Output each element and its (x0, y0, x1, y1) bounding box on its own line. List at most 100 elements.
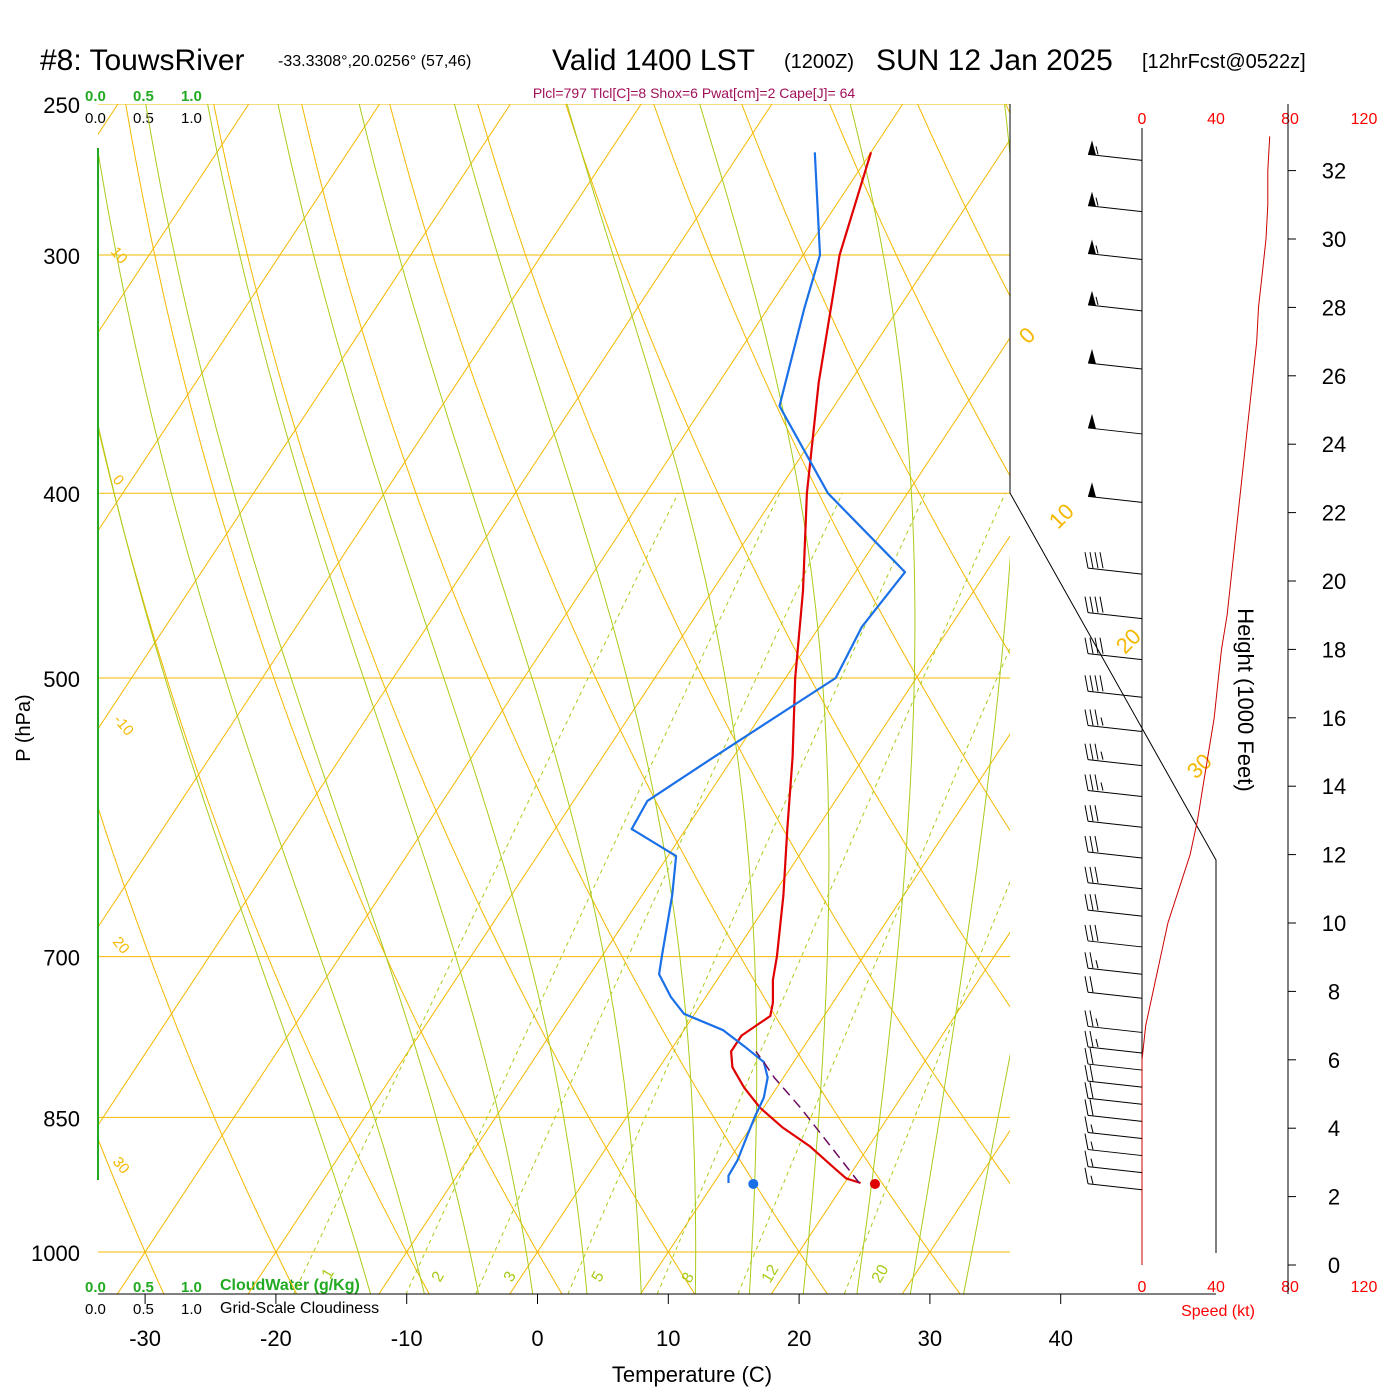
wind-barb-staff (1087, 1114, 1143, 1122)
wind-barb-staff (1087, 909, 1143, 917)
isotherm--80 (98, 104, 250, 334)
moist-adiabat-20 (566, 104, 758, 1294)
height-tick-label: 4 (1328, 1116, 1340, 1141)
height-tick-label: 6 (1328, 1048, 1340, 1073)
height-tick-label: 18 (1322, 637, 1346, 662)
dry-adiabat-40 (477, 104, 1010, 1185)
wind-barb-half-feather (1090, 1141, 1094, 1150)
wind-barb-pennant (1088, 290, 1096, 306)
cloud-scale-bottom-black-2: 1.0 (181, 1301, 202, 1318)
cloud-scale-top-green-2: 1.0 (181, 88, 202, 105)
wind-barb-half-feather (1095, 296, 1099, 305)
mixing-ratio-5 (567, 492, 926, 1294)
wind-barb-feather (1094, 894, 1099, 911)
wind-barb-feather (1084, 637, 1089, 654)
dry-adiabat-70 (741, 104, 1010, 655)
x-tick-label: -20 (260, 1326, 292, 1351)
wind-barb (1084, 1167, 1143, 1191)
wind-barb-feather (1094, 743, 1099, 760)
wind-barb-feather (1094, 596, 1099, 613)
x-tick-label: 30 (918, 1326, 942, 1351)
station-name: #8: TouwsRiver (40, 44, 245, 77)
wind-barb-half-feather (1095, 1038, 1099, 1048)
wind-barb (1084, 976, 1143, 999)
cloud-scale-bottom-green-0: 0.0 (85, 1279, 106, 1296)
mixing-ratio-label: 5 (589, 1269, 608, 1285)
wind-barb-feather (1094, 675, 1099, 692)
height-tick-label: 10 (1322, 911, 1346, 936)
wind-barb (1084, 1150, 1143, 1174)
wind-barb-feather (1094, 835, 1099, 853)
wind-barb-feather (1094, 924, 1099, 942)
height-tick-label: 2 (1328, 1185, 1340, 1210)
wind-barb-feather (1084, 774, 1089, 791)
isotherm--60 (98, 104, 511, 730)
wind-barb (1084, 1082, 1143, 1105)
wind-barb (1084, 1116, 1143, 1139)
y-axis-label: P (hPa) (13, 694, 35, 761)
wind-speed-profile (1141, 136, 1271, 1265)
wind-barb-pennant (1088, 349, 1096, 364)
speed-tick-top: 120 (1351, 111, 1378, 128)
sounding-indices: Plcl=797 Tlcl[C]=8 Shox=6 Pwat[cm]=2 Cap… (533, 85, 856, 101)
wind-barb-staff (1087, 1183, 1143, 1191)
isotherm-label: 20 (109, 934, 133, 958)
height-tick-label: 28 (1322, 295, 1346, 320)
wind-barb-staff (1087, 759, 1143, 767)
wind-barb-feather (1094, 709, 1099, 726)
x-tick-label: -30 (129, 1326, 161, 1351)
isotherm-label: 10 (107, 244, 131, 268)
wind-barb-feather (1094, 866, 1099, 883)
dry-adiabat-label: 20 (1111, 624, 1146, 659)
isotherm--20 (247, 138, 1010, 1294)
wind-barb (1084, 675, 1143, 698)
wind-barb-feather (1089, 637, 1094, 654)
mixing-ratio-20 (843, 880, 1010, 1294)
wind-barb-feather (1094, 552, 1099, 569)
wind-barb-feather (1084, 1010, 1089, 1027)
cloud-scale-top-black-0: 0.0 (85, 110, 106, 127)
wind-barb-half-feather (1095, 146, 1099, 155)
valid-date: SUN 12 Jan 2025 (876, 44, 1113, 77)
wind-barb-feather (1089, 675, 1094, 692)
dry-adiabat-label: 30 (1182, 749, 1217, 784)
speed-tick-bottom: 40 (1207, 1279, 1225, 1296)
wind-barb-feather (1084, 924, 1089, 942)
cloud-scale-top: 0.0 0.5 1.0 0.0 0.5 1.0 (85, 88, 202, 127)
moist-adiabat-36 (963, 1053, 1010, 1294)
wind-barb-feather (1089, 1065, 1094, 1082)
wind-barb-feather (1089, 552, 1094, 569)
dewpoint-profile (630, 152, 907, 1183)
wind-barb-staff (1087, 495, 1143, 503)
cloud-scale-bottom-black-1: 0.5 (133, 1301, 154, 1318)
moist-adiabat-8 (277, 104, 588, 1294)
cloud-scale-top-green-0: 0.0 (85, 88, 106, 105)
y-tick-label: 300 (43, 244, 80, 269)
dry-adiabat-0 (125, 104, 563, 1294)
wind-barb-feather (1089, 1082, 1094, 1099)
wind-barb (1084, 866, 1143, 890)
mixing-ratio-3 (475, 492, 843, 1294)
moist-adiabat-0 (145, 104, 480, 1294)
wind-barb-half-feather (1090, 1124, 1094, 1133)
height-tick-label: 30 (1322, 227, 1346, 252)
wind-barb-feather (1099, 637, 1104, 654)
wind-barb-pennant (1088, 239, 1096, 255)
wind-barb (1087, 239, 1143, 261)
cloudiness-label: Grid-Scale Cloudiness (220, 1300, 379, 1317)
moist-adiabat-12 (358, 104, 642, 1294)
wind-barb-feather (1084, 1167, 1089, 1184)
dry-adiabat-10 (213, 104, 696, 1294)
wind-barb-staff (1087, 1080, 1143, 1088)
y-tick-label: 250 (43, 93, 80, 118)
mixing-ratio-12 (737, 646, 1010, 1294)
wind-barb-staff (1087, 567, 1143, 575)
wind-barb-feather (1089, 774, 1094, 791)
height-tick-label: 20 (1322, 569, 1346, 594)
wind-barb (1084, 552, 1143, 575)
wind-barb-half-feather (1100, 717, 1104, 726)
wind-barb (1084, 952, 1143, 975)
wind-barb (1084, 835, 1143, 859)
wind-barb-feather (1094, 805, 1099, 822)
wind-panel: 0040408080120120024681012141618202224262… (1084, 104, 1378, 1296)
